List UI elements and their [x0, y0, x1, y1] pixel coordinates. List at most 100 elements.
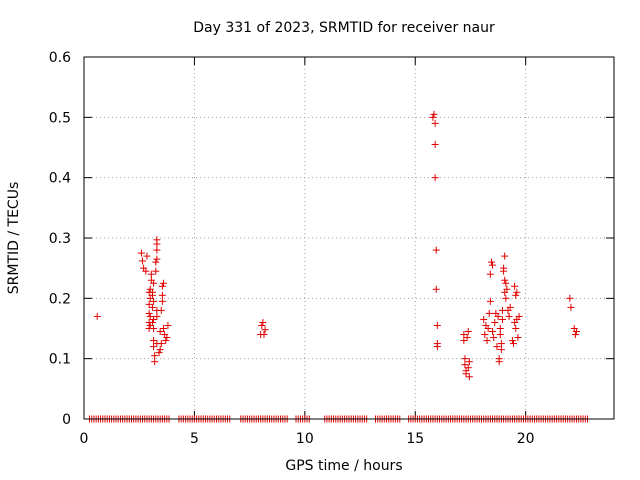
- data-point: [487, 258, 495, 266]
- data-point: [486, 297, 494, 305]
- data-point: [433, 343, 441, 351]
- data-point: [484, 325, 492, 332]
- data-point: [485, 309, 493, 317]
- data-point: [151, 358, 159, 366]
- data-point: [502, 294, 510, 302]
- data-point: [146, 312, 154, 320]
- data-point: [430, 110, 438, 118]
- y-tick-label: 0.4: [49, 171, 71, 187]
- data-point: [162, 337, 170, 345]
- data-point: [513, 288, 521, 296]
- data-point: [496, 325, 504, 332]
- data-point: [506, 303, 514, 311]
- data-point: [431, 174, 439, 182]
- data-point: [512, 325, 520, 332]
- data-point: [150, 297, 158, 305]
- data-point: [501, 252, 509, 260]
- data-point: [497, 340, 505, 348]
- data-point: [495, 358, 503, 366]
- data-point: [480, 315, 488, 323]
- data-point: [494, 312, 502, 320]
- data-point: [489, 261, 497, 269]
- data-point: [148, 288, 156, 296]
- data-point: [160, 325, 167, 332]
- data-point: [153, 255, 161, 263]
- y-tick-label: 0.1: [49, 352, 71, 368]
- data-point: [481, 331, 489, 339]
- plot-area-frame: [83, 56, 615, 420]
- data-point: [491, 318, 499, 326]
- data-point: [156, 328, 164, 336]
- data-point: [155, 349, 163, 357]
- data-points: [93, 110, 580, 381]
- y-tick-label: 0.3: [49, 231, 71, 247]
- data-point: [164, 321, 172, 329]
- data-point: [152, 267, 160, 275]
- data-point: [567, 303, 575, 311]
- data-point: [566, 294, 574, 302]
- data-point: [429, 113, 437, 121]
- tick-labels: 0 0.1 0.2 0.3 0.4 0.5 0.6 0 5 10 15 20: [49, 50, 535, 447]
- data-point: [259, 318, 267, 326]
- grid: [84, 57, 614, 419]
- data-point: [462, 370, 470, 378]
- y-tick-label: 0.2: [49, 291, 71, 307]
- data-point: [498, 315, 506, 323]
- data-point: [148, 318, 156, 326]
- data-point: [571, 331, 579, 339]
- data-point: [510, 340, 518, 348]
- data-point: [148, 303, 156, 311]
- data-point: [145, 300, 153, 308]
- data-point: [461, 355, 469, 363]
- data-point: [158, 291, 166, 299]
- data-point: [147, 270, 155, 278]
- data-point: [508, 337, 516, 345]
- x-tick-label: 10: [296, 431, 314, 447]
- data-point: [142, 267, 150, 275]
- data-point: [150, 279, 158, 287]
- data-point: [505, 312, 513, 320]
- data-point: [464, 364, 472, 372]
- data-point: [572, 328, 580, 336]
- data-point: [460, 331, 468, 339]
- data-point: [153, 312, 161, 320]
- y-axis-label: SRMTID / TECUs: [6, 182, 22, 295]
- data-point: [493, 343, 501, 351]
- data-point: [512, 291, 520, 299]
- data-point: [496, 331, 504, 339]
- data-point: [163, 334, 171, 342]
- data-point: [511, 282, 519, 290]
- data-point: [261, 326, 269, 334]
- data-point: [139, 257, 147, 265]
- data-point: [431, 119, 439, 127]
- data-point: [260, 331, 268, 339]
- y-tick-label: 0.6: [49, 50, 71, 66]
- data-point: [145, 309, 153, 317]
- data-point: [137, 249, 145, 257]
- data-point: [431, 140, 439, 148]
- y-tick-label: 0.5: [49, 110, 71, 126]
- x-tick-label: 0: [80, 431, 89, 447]
- data-point: [153, 236, 161, 244]
- data-point: [150, 315, 158, 323]
- x-tick-label: 20: [517, 431, 535, 447]
- data-point: [153, 246, 161, 254]
- x-axis-label: GPS time / hours: [285, 458, 402, 474]
- x-tick-label: 15: [406, 431, 424, 447]
- x-tick-label: 5: [190, 431, 199, 447]
- data-point: [486, 270, 494, 278]
- data-point: [502, 279, 510, 287]
- data-point: [490, 334, 498, 342]
- data-point: [500, 267, 508, 275]
- data-point: [465, 358, 473, 366]
- data-point: [514, 334, 522, 342]
- data-point: [93, 312, 101, 320]
- data-point: [150, 343, 158, 351]
- data-point: [461, 361, 469, 369]
- data-point: [152, 258, 160, 266]
- data-point: [158, 297, 166, 305]
- data-point: [460, 337, 468, 345]
- data-point: [463, 334, 471, 342]
